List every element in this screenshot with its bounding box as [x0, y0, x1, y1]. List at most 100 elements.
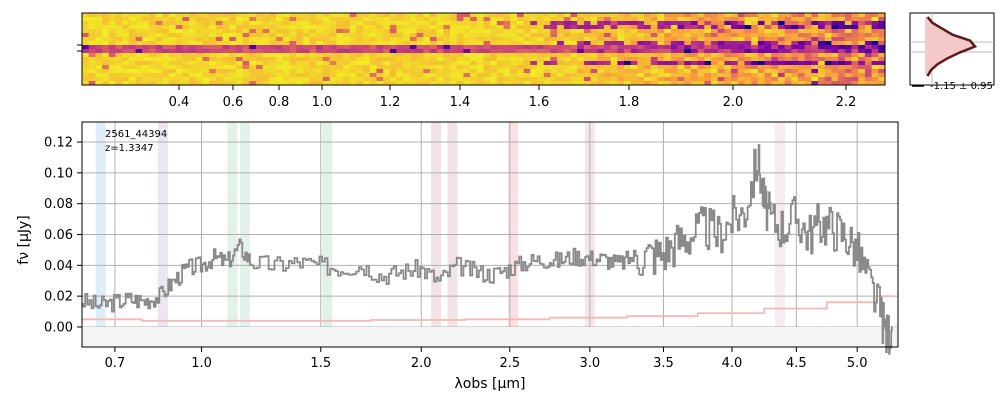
x-tick-label: 4.0: [722, 356, 743, 371]
heatmap-cell: [490, 61, 498, 66]
heatmap-cell: [349, 13, 357, 18]
heatmap-cell: [751, 41, 759, 46]
heatmap-cell: [697, 57, 705, 62]
heatmap-cell: [383, 25, 391, 30]
heatmap-cell: [864, 33, 873, 38]
heatmap-cell: [563, 41, 571, 46]
heatmap-cell: [771, 81, 779, 86]
heatmap-cell: [336, 77, 344, 82]
heatmap-cell: [664, 41, 672, 46]
heatmap-cell: [844, 41, 852, 46]
heatmap-cell: [128, 41, 136, 46]
heatmap-cell: [864, 49, 873, 54]
heatmap-cell: [697, 37, 705, 42]
heatmap-cell: [563, 73, 571, 78]
heatmap-cell: [644, 73, 652, 78]
heatmap-cell: [864, 25, 873, 30]
heatmap-cell: [838, 45, 846, 50]
heatmap-cell: [182, 77, 190, 82]
heatmap-cell: [470, 81, 478, 86]
heatmap-cell: [844, 61, 852, 66]
heatmap-cell: [336, 29, 344, 34]
heatmap-cell: [142, 53, 150, 58]
heatmap-cell: [764, 21, 772, 26]
heatmap-cell: [108, 81, 116, 86]
heatmap-cell: [557, 29, 565, 34]
heatmap-cell: [644, 81, 652, 86]
heatmap-cell: [577, 53, 585, 58]
heatmap-cell: [389, 13, 397, 18]
heatmap-cell: [282, 41, 290, 46]
heatmap-cell: [731, 33, 739, 38]
heatmap-cell: [396, 73, 404, 78]
heatmap-cell: [476, 29, 484, 34]
spectrum-2d-cells: [82, 13, 886, 86]
heatmap-cell: [383, 45, 391, 50]
heatmap-cell: [630, 45, 638, 50]
heatmap-cell: [168, 49, 177, 54]
heatmap-cell: [162, 41, 170, 46]
heatmap-cell: [811, 61, 819, 66]
heatmap-cell: [844, 77, 852, 82]
heatmap-cell: [798, 65, 806, 70]
heatmap-cell: [476, 25, 484, 30]
heatmap-cell: [269, 17, 277, 22]
heatmap-cell: [463, 45, 471, 50]
heatmap-cell: [249, 49, 257, 54]
heatmap-cell: [657, 21, 665, 26]
heatmap-cell: [831, 57, 839, 62]
heatmap-cell: [757, 53, 765, 58]
heatmap-cell: [690, 65, 699, 70]
heatmap-cell: [838, 29, 846, 34]
heatmap-cell: [416, 57, 424, 62]
heatmap-cell: [102, 69, 110, 74]
heatmap-cell: [831, 61, 839, 66]
heatmap-cell: [637, 13, 645, 18]
heatmap-cell: [690, 29, 699, 34]
heatmap-cell: [363, 81, 371, 86]
heatmap-cell: [189, 81, 197, 86]
heatmap-cell: [383, 57, 391, 62]
heatmap-cell: [744, 65, 752, 70]
heatmap-cell: [276, 65, 284, 70]
heatmap-cell: [262, 25, 270, 30]
heatmap-cell: [824, 49, 832, 54]
heatmap-cell: [235, 41, 243, 46]
heatmap-cell: [704, 61, 712, 66]
heatmap-cell: [670, 77, 678, 82]
heatmap-cell: [590, 25, 598, 30]
heatmap-cell: [731, 73, 739, 78]
heatmap-cell: [784, 41, 792, 46]
heatmap-cell: [195, 61, 203, 66]
heatmap-cell: [690, 25, 699, 30]
heatmap-cell: [804, 77, 812, 82]
heatmap-cell: [329, 73, 337, 78]
heatmap-cell: [503, 13, 511, 18]
heatmap-cell: [463, 13, 471, 18]
heatmap-cell: [624, 25, 632, 30]
heatmap-cell: [349, 73, 357, 78]
heatmap-cell: [342, 33, 351, 38]
heatmap-cell: [88, 65, 96, 70]
heatmap-cell: [95, 25, 103, 30]
heatmap-cell: [403, 61, 411, 66]
heatmap-cell: [871, 73, 879, 78]
heatmap-cell: [630, 53, 638, 58]
heatmap-cell: [235, 49, 243, 54]
heatmap-cell: [108, 41, 116, 46]
heatmap-cell: [744, 25, 752, 30]
heatmap-cell: [751, 77, 759, 82]
heatmap-cell: [82, 41, 90, 46]
heatmap-cell: [403, 37, 411, 42]
heatmap-cell: [811, 77, 819, 82]
heatmap-cell: [168, 73, 177, 78]
heatmap-cell: [563, 65, 571, 70]
heatmap-cell: [476, 73, 484, 78]
heatmap-cell: [751, 25, 759, 30]
heatmap-cell: [383, 33, 391, 38]
heatmap-cell: [476, 49, 484, 54]
heatmap-cell: [222, 53, 230, 58]
heatmap-cell: [731, 29, 739, 34]
heatmap-cell: [871, 61, 879, 66]
heatmap-cell: [864, 69, 873, 74]
